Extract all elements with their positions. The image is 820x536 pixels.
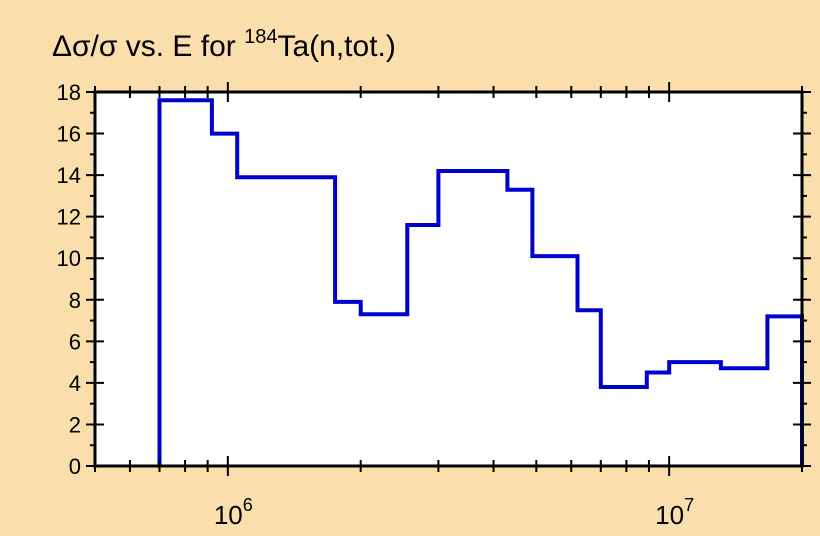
x-tick-label: 106	[214, 495, 253, 530]
series-layer	[157, 98, 804, 466]
y-tick-label: 0	[69, 454, 81, 479]
y-tick-label: 16	[57, 122, 81, 147]
chart-title-superscript: 184	[244, 26, 277, 48]
y-tick-label: 10	[57, 246, 81, 271]
x-tick-label-base: 10	[214, 500, 243, 530]
x-tick-label-exponent: 7	[684, 495, 694, 515]
y-tick-label: 14	[57, 163, 81, 188]
y-tick-label: 4	[69, 371, 81, 396]
x-tick-label-base: 10	[655, 500, 684, 530]
y-tick-label: 12	[57, 205, 81, 230]
chart-title-main: Δσ/σ vs. E for	[52, 30, 244, 63]
y-tick-label: 18	[57, 80, 81, 105]
chart-title: Δσ/σ vs. E for 184Ta(n,tot.)	[52, 26, 396, 63]
x-tick-label: 107	[655, 495, 694, 530]
chart-title-suffix: Ta(n,tot.)	[277, 30, 395, 63]
series-line	[157, 98, 804, 466]
x-tick-label-exponent: 6	[243, 495, 253, 515]
x-axis: 106 107	[94, 82, 803, 530]
y-tick-label: 8	[69, 288, 81, 313]
y-tick-label: 6	[69, 329, 81, 354]
y-tick-label: 2	[69, 412, 81, 437]
y-axis: 0 2 4 6 8 10 12 14 16 18	[57, 80, 811, 479]
plot-area	[95, 92, 802, 466]
